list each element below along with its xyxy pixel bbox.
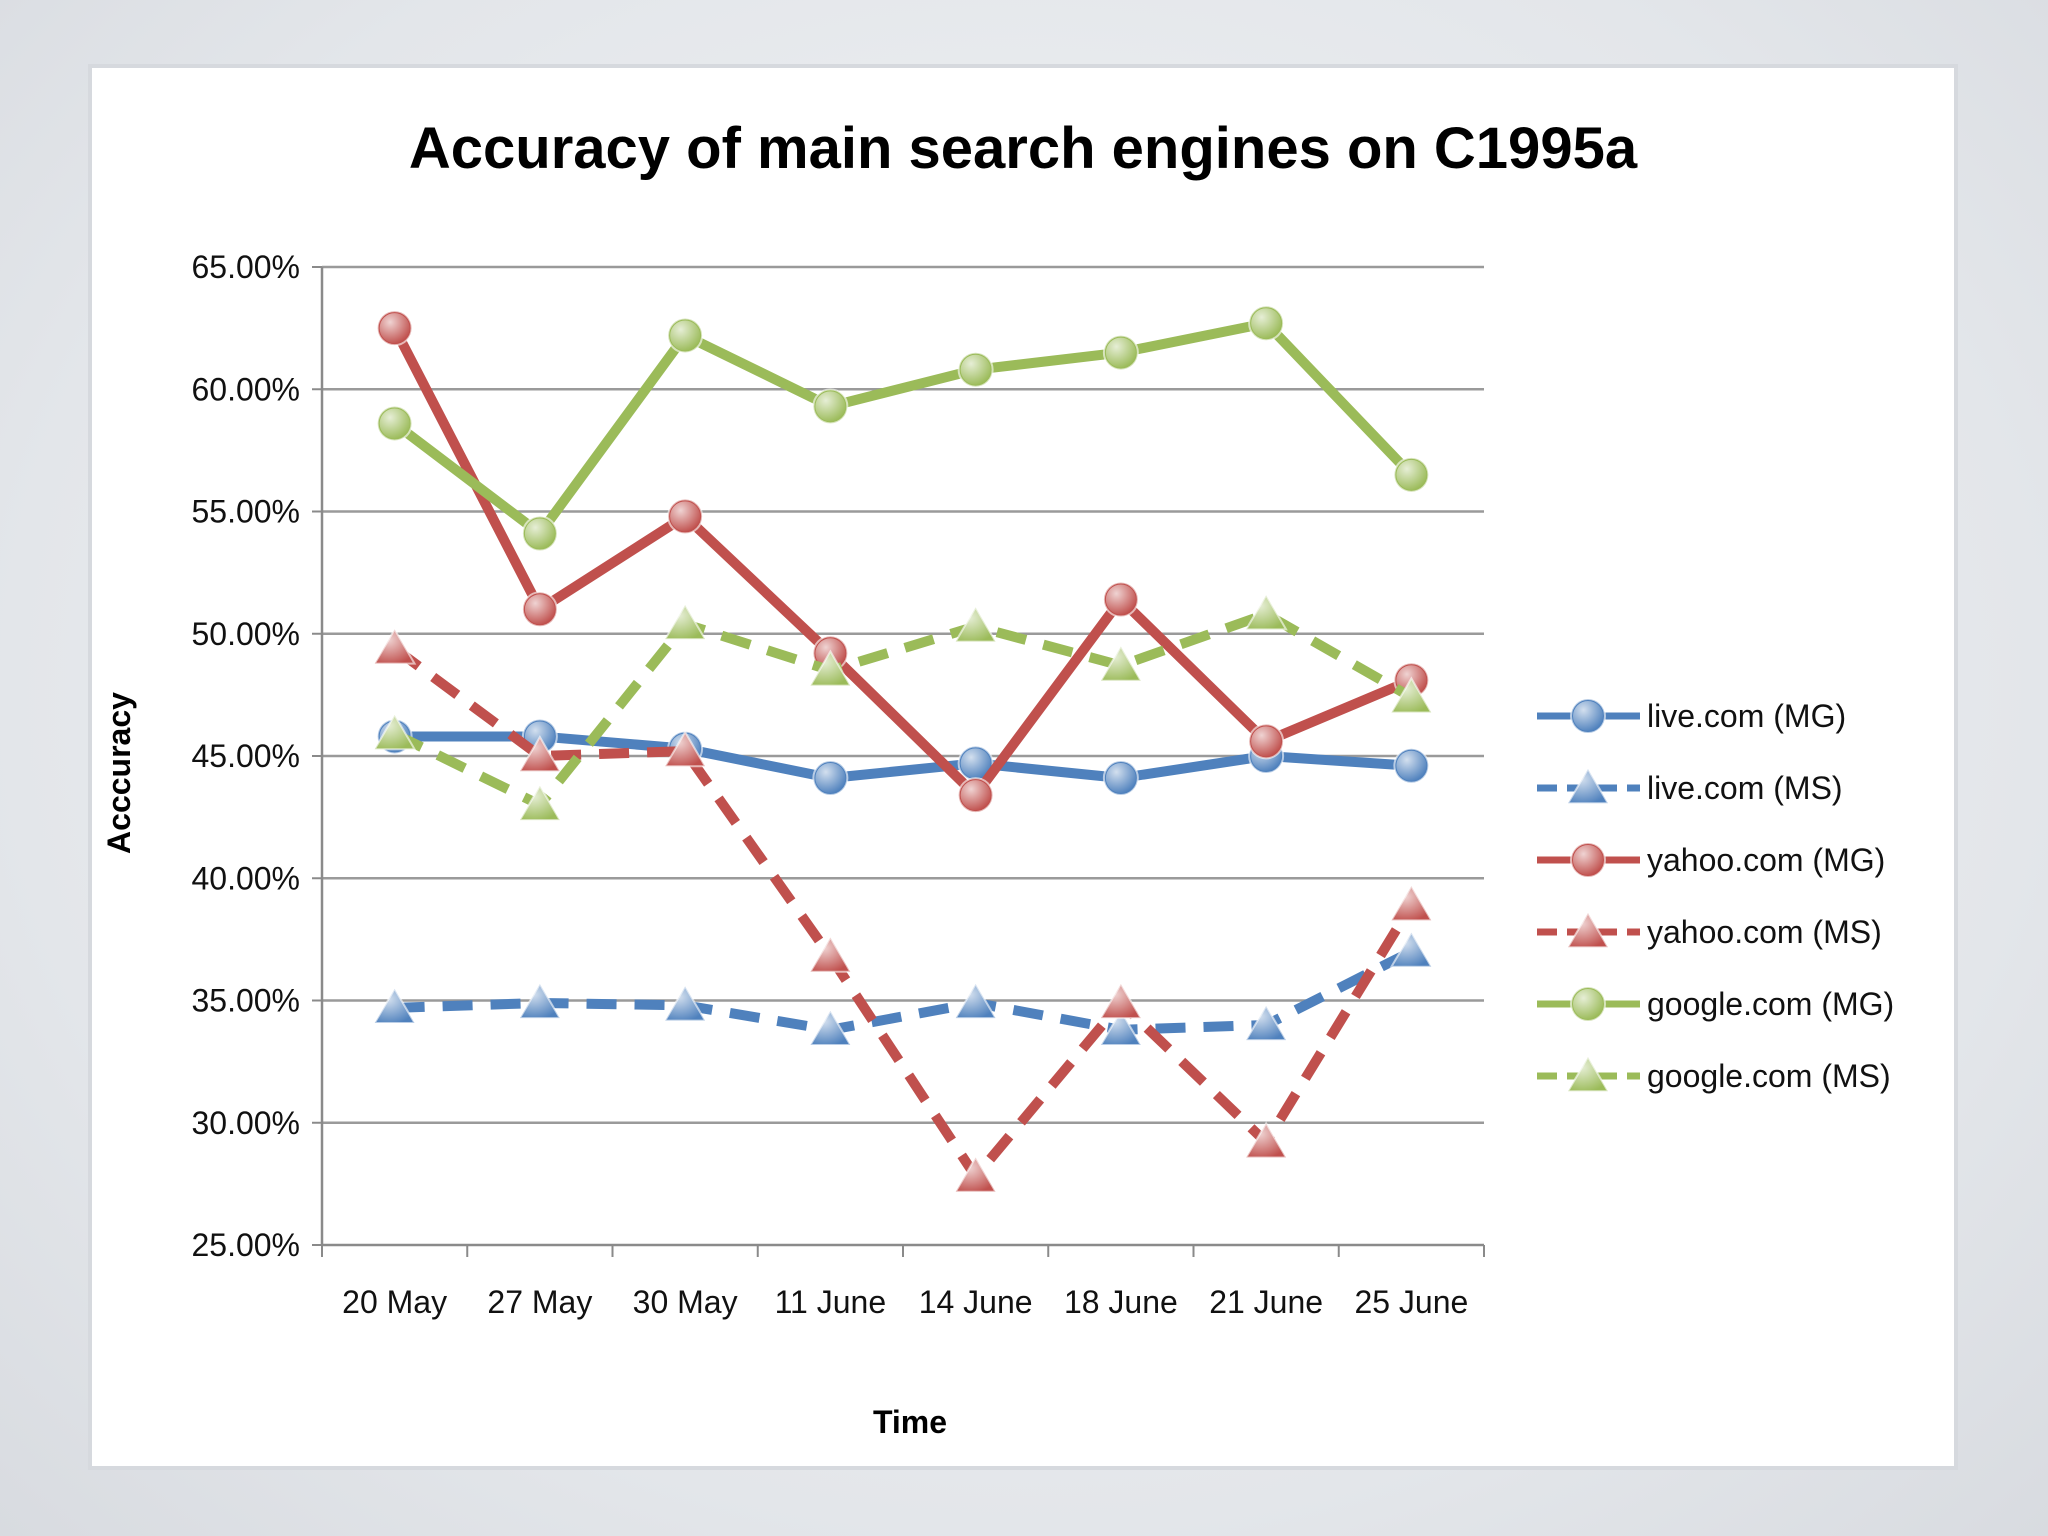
data-point-shine (810, 937, 851, 972)
legend-label: google.com (MS) (1647, 1058, 1891, 1094)
y-tick-label: 45.00% (191, 738, 300, 774)
data-point-shine (1100, 1010, 1141, 1046)
data-point-shine (1246, 1123, 1287, 1158)
series-line (394, 947, 1414, 1035)
data-point-shine (1396, 459, 1427, 490)
axes: 25.00% 30.00% 35.00% 40.00% 45.00% 50.00% 55.0… (191, 249, 1485, 1320)
legend-label: live.com (MG) (1647, 698, 1846, 734)
data-point-shine (1251, 308, 1282, 339)
gridlines (322, 265, 1484, 1124)
data-point-shine (1100, 646, 1141, 681)
data-point-shine (379, 313, 410, 344)
legend-item: google.com (MG) (1537, 986, 1894, 1022)
legend-label: yahoo.com (MG) (1647, 842, 1885, 878)
data-point-shine (519, 785, 560, 821)
x-tick-label: 20 May (342, 1284, 447, 1320)
legend-marker-shine (1568, 769, 1608, 804)
legend-marker-shine (1573, 701, 1603, 731)
data-point-shine (665, 986, 706, 1021)
data-point-shine (815, 763, 846, 794)
data-point-shine (810, 1010, 851, 1046)
chart-title: Accuracy of main search engines on C1995… (409, 116, 1638, 181)
line-chart: Accuracy of main search engines on C1995… (101, 116, 1894, 1440)
legend-label: live.com (MS) (1647, 770, 1843, 806)
y-tick-label: 40.00% (191, 860, 300, 896)
series-line (391, 318, 1415, 539)
legend: live.com (MG) live.com (MS) yahoo.com (MG)… (1537, 698, 1894, 1094)
data-point-shine (1251, 726, 1282, 757)
y-tick-label: 55.00% (191, 494, 300, 530)
y-tick-label: 25.00% (191, 1227, 300, 1263)
data-point-shine (1105, 337, 1136, 368)
x-axis-title: Time (873, 1404, 947, 1440)
legend-marker-shine (1573, 845, 1603, 875)
legend-marker-shine (1568, 1057, 1608, 1092)
data-point-shine (1105, 763, 1136, 794)
data-point-shine (1391, 886, 1432, 921)
data-point-shine (1105, 584, 1136, 615)
data-point-shine (1391, 932, 1432, 967)
data-point-shine (374, 988, 415, 1024)
y-tick-label: 35.00% (191, 983, 300, 1019)
data-point-shine (374, 714, 415, 750)
data-point-shine (955, 1157, 996, 1192)
data-point-shine (955, 607, 996, 642)
y-tick-label: 30.00% (191, 1105, 300, 1141)
y-tick-label: 60.00% (191, 371, 300, 407)
data-point-shine (1246, 1005, 1287, 1041)
legend-item: yahoo.com (MG) (1537, 842, 1885, 878)
x-tick-label: 27 May (487, 1284, 592, 1320)
data-point-shine (1396, 750, 1427, 781)
data-point-shine (519, 737, 560, 772)
x-tick-label: 14 June (919, 1284, 1033, 1320)
data-point-shine (665, 604, 706, 640)
legend-item: yahoo.com (MS) (1537, 911, 1882, 950)
legend-item: live.com (MG) (1537, 698, 1846, 734)
data-point-shine (1100, 983, 1141, 1019)
x-tick-label: 30 May (633, 1284, 738, 1320)
data-point-shine (524, 594, 555, 625)
data-point-shine (1391, 678, 1432, 713)
series-4 (376, 305, 1430, 552)
legend-item: google.com (MS) (1537, 1055, 1891, 1094)
series-line (392, 609, 1414, 810)
series-line (390, 325, 1414, 801)
y-tick-label: 50.00% (191, 616, 300, 652)
legend-label: yahoo.com (MS) (1647, 914, 1882, 950)
series-lines (372, 305, 1434, 1193)
data-point-shine (960, 354, 991, 385)
data-point-shine (519, 983, 560, 1019)
x-tick-label: 11 June (775, 1284, 887, 1320)
data-point-shine (374, 629, 415, 664)
legend-item: live.com (MS) (1537, 767, 1843, 806)
data-point-shine (670, 320, 701, 351)
data-point-shine (960, 748, 991, 779)
y-tick-label: 65.00% (191, 249, 300, 285)
x-tick-label: 25 June (1354, 1284, 1468, 1320)
series-5 (372, 593, 1434, 822)
legend-label: google.com (MG) (1647, 986, 1894, 1022)
legend-marker-shine (1568, 913, 1608, 948)
data-point-shine (810, 651, 851, 686)
legend-marker-shine (1573, 989, 1603, 1019)
series-1 (372, 930, 1434, 1047)
data-point-shine (379, 408, 410, 439)
data-point-shine (670, 501, 701, 532)
series-3 (372, 627, 1434, 1193)
data-point-shine (955, 983, 996, 1019)
series-line (394, 731, 1412, 784)
y-axis-title: Acccuracy (101, 692, 137, 854)
x-tick-label: 21 June (1209, 1284, 1323, 1320)
data-point-shine (1246, 595, 1287, 630)
chart-slide: Accuracy of main search engines on C1995… (88, 64, 1958, 1470)
x-tick-label: 18 June (1064, 1284, 1178, 1320)
data-point-shine (524, 518, 555, 549)
series-line (391, 644, 1416, 1182)
data-point-shine (960, 780, 991, 811)
data-point-shine (665, 732, 706, 767)
data-point-shine (815, 391, 846, 422)
